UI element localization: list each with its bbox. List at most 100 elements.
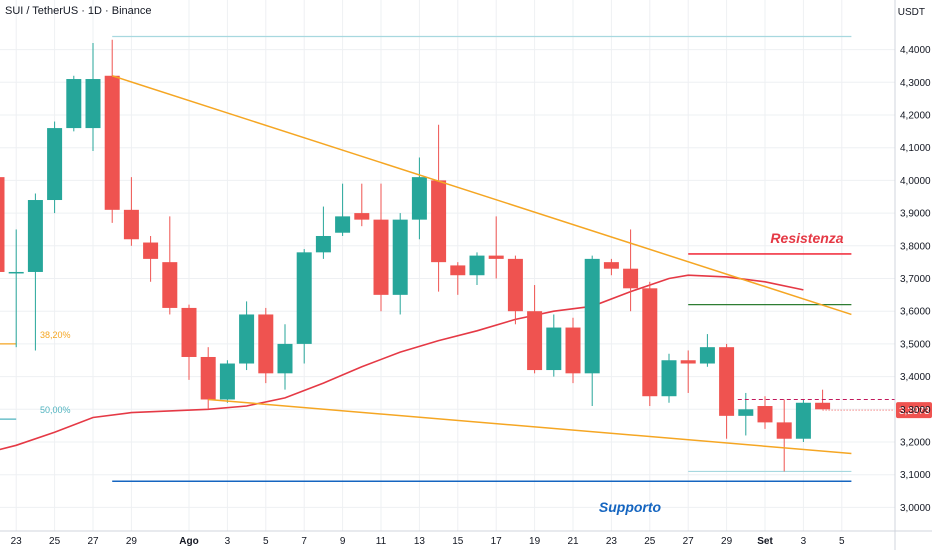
candle-body	[392, 219, 408, 295]
candle-body	[296, 252, 312, 344]
y-tick-label: 3,0000	[900, 503, 931, 514]
candle-body	[27, 200, 43, 272]
x-tick-label: 5	[263, 536, 269, 547]
candle-body	[527, 311, 543, 371]
trendline-lower	[208, 398, 852, 455]
x-tick-label: 19	[529, 536, 541, 547]
candle-body	[162, 262, 178, 308]
x-tick-label: 29	[721, 536, 733, 547]
x-tick-label: 3	[225, 536, 231, 547]
x-tick-label: 15	[452, 536, 464, 547]
y-tick-label: 3,5000	[900, 339, 931, 350]
candle-body	[776, 422, 792, 439]
candle-body	[450, 265, 466, 276]
candle-body	[757, 406, 773, 423]
candle-body	[335, 216, 351, 233]
drawing-labels: 38,20% 50,00% 3,2973 Resistenza Supporto	[40, 230, 932, 515]
x-tick-label: 23	[11, 536, 23, 547]
supporto-label: Supporto	[599, 499, 662, 515]
candle-body	[123, 209, 139, 240]
y-tick-label: 3,1000	[900, 470, 931, 481]
candle-body	[642, 288, 658, 397]
candle-body	[738, 409, 754, 416]
x-tick-label: 7	[301, 536, 307, 547]
candle-body	[373, 219, 389, 295]
y-tick-label: 3,3000	[900, 405, 931, 416]
x-tick-label: 17	[491, 536, 503, 547]
moving-average	[0, 274, 804, 451]
x-tick-label: 25	[644, 536, 656, 547]
candle-body	[815, 402, 831, 410]
candle-body	[546, 327, 562, 371]
candle-body	[258, 314, 274, 374]
candle-body	[507, 258, 523, 312]
candle-body	[469, 255, 485, 276]
resistenza-label: Resistenza	[770, 230, 843, 246]
y-tick-label: 3,6000	[900, 307, 931, 318]
candle-body	[200, 356, 216, 400]
candle-body	[680, 360, 696, 364]
fib-label: 50,00%	[40, 405, 71, 415]
candle-body	[0, 177, 5, 272]
last-price-tag	[896, 402, 932, 419]
candle-body	[795, 402, 811, 439]
candle-body	[354, 213, 370, 220]
y-tick-label: 3,9000	[900, 209, 931, 220]
y-tick-label: 3,7000	[900, 274, 931, 285]
chart-title: SUI / TetherUS · 1D · Binance	[5, 5, 152, 17]
candle-body	[431, 180, 447, 263]
x-tick-label: 29	[126, 536, 138, 547]
x-tick-label: 5	[839, 536, 845, 547]
candles	[0, 39, 831, 472]
candle-body	[181, 307, 197, 357]
y-tick-label: 4,4000	[900, 45, 931, 56]
y-tick-label: 4,0000	[900, 176, 931, 187]
x-tick-label: 27	[87, 536, 99, 547]
candle-body	[699, 347, 715, 364]
grid	[0, 0, 895, 531]
candle-body	[315, 235, 331, 253]
x-tick-label: Set	[757, 536, 773, 547]
x-tick-label: 25	[49, 536, 61, 547]
y-tick-label: 4,3000	[900, 78, 931, 89]
last-price-value: 3,2973	[899, 406, 930, 417]
candle-body	[104, 75, 120, 210]
x-tick-label: 9	[340, 536, 346, 547]
candle-body	[411, 177, 427, 220]
candle-body	[219, 363, 235, 400]
candle-body	[143, 242, 159, 259]
horizontal-levels	[0, 35, 852, 483]
fib-label: 38,20%	[40, 330, 71, 340]
trendline-upper	[111, 75, 852, 316]
x-tick-label: 23	[606, 536, 618, 547]
candle-body	[584, 258, 600, 374]
y-tick-label: 3,8000	[900, 241, 931, 252]
moving-average-line	[0, 274, 804, 451]
y-tick-label: 3,4000	[900, 372, 931, 383]
candle-body	[277, 343, 293, 374]
candle-body	[661, 360, 677, 397]
x-tick-label: 27	[683, 536, 695, 547]
x-tick-label: 3	[801, 536, 807, 547]
candle-body	[603, 262, 619, 269]
candle-body	[488, 255, 504, 259]
candle-body	[623, 268, 639, 289]
candle-body	[239, 314, 255, 364]
x-tick-label: Ago	[179, 536, 198, 547]
price-axis-unit: USDT	[897, 7, 925, 18]
trendlines	[111, 75, 852, 455]
candle-body	[8, 271, 24, 274]
x-tick-label: 21	[567, 536, 579, 547]
candle-body	[66, 79, 82, 129]
candle-body	[85, 79, 101, 129]
candle-body	[47, 128, 63, 201]
x-tick-label: 13	[414, 536, 426, 547]
y-tick-label: 4,1000	[900, 143, 931, 154]
candle-body	[565, 327, 581, 374]
y-tick-label: 4,2000	[900, 111, 931, 122]
x-tick-label: 11	[376, 536, 387, 547]
candle-body	[719, 347, 735, 416]
y-tick-label: 3,2000	[900, 438, 931, 449]
